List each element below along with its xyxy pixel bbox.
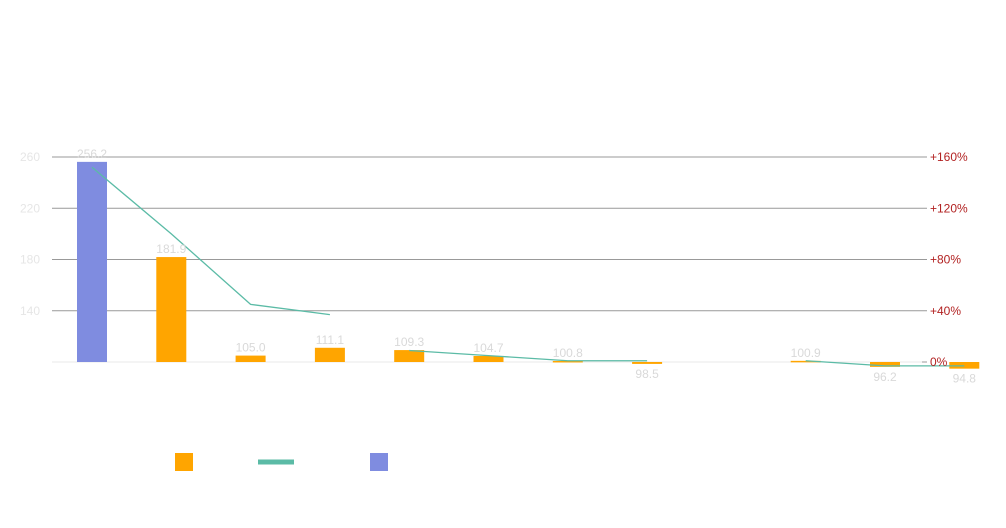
right-tick-label: +160% [930, 150, 968, 164]
bar [235, 355, 266, 362]
left-axis: 140 180 220 260 [20, 150, 40, 318]
left-tick-label: 180 [20, 253, 40, 267]
bar [870, 362, 900, 367]
left-tick-label: 220 [20, 201, 40, 215]
bar [473, 355, 504, 362]
legend-swatch-line [258, 459, 294, 465]
bar [77, 161, 107, 362]
bar-data-label: 98.5 [635, 367, 659, 381]
bar-data-label: 94.8 [953, 372, 977, 386]
labels-layer: 256.2 181.9 105.0 111.1 109.3 104.7 100.8 98.5 1… [77, 147, 976, 386]
grid-layer [52, 156, 922, 363]
legend-swatch-bar [370, 453, 388, 471]
series-line [805, 360, 965, 367]
bar-data-label: 109.3 [394, 335, 424, 349]
bar-data-label: 96.2 [873, 370, 897, 384]
right-tick-label: +80% [930, 253, 961, 267]
bar-data-label: 111.1 [316, 333, 345, 347]
right-tick-label: +120% [930, 201, 968, 215]
bar-data-label: 100.8 [553, 346, 583, 360]
left-tick-label: 260 [20, 150, 40, 164]
bar [314, 347, 345, 362]
bar-data-label: 256.2 [77, 147, 107, 161]
line-layer [91, 166, 965, 367]
series-line [91, 166, 330, 316]
left-tick-label: 140 [20, 304, 40, 318]
legend-swatch-bar [175, 453, 193, 471]
bar-data-label: 181.9 [156, 242, 186, 256]
bar [632, 362, 663, 364]
bars-layer [77, 161, 980, 369]
bar-data-label: 104.7 [473, 341, 503, 355]
right-axis: 0% +40% +80% +120% +160% [922, 150, 968, 369]
bar [394, 350, 425, 362]
series-line [409, 349, 648, 362]
bar [156, 257, 187, 362]
legend [175, 453, 388, 471]
bar [790, 360, 821, 363]
right-tick-label: +40% [930, 304, 961, 318]
bar [552, 360, 583, 363]
bar-data-label: 105.0 [236, 341, 266, 355]
bar-data-label: 100.9 [791, 346, 821, 360]
right-tick-label: 0% [930, 355, 948, 369]
